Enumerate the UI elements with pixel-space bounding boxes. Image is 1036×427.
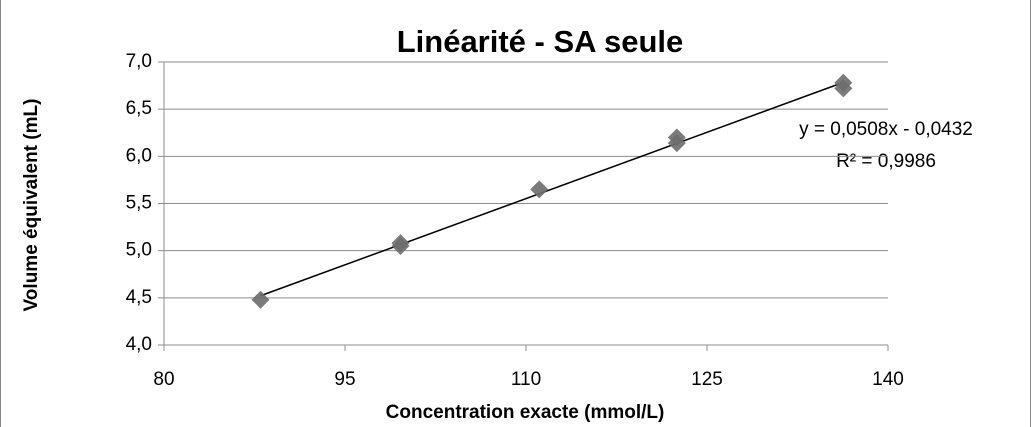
- point: [251, 290, 270, 309]
- x-tick-label: 95: [334, 369, 355, 390]
- chart-title: Linéarité - SA seule: [397, 24, 684, 59]
- x-tick-label: 110: [511, 369, 541, 390]
- point: [391, 234, 410, 253]
- y-tick-label: 5,5: [126, 193, 152, 214]
- x-tick-label: 125: [691, 369, 723, 390]
- point: [530, 180, 549, 199]
- trendline-r2: R² = 0,9986: [836, 151, 936, 172]
- y-tick-label: 6,0: [126, 145, 152, 166]
- y-tick-label: 6,5: [126, 98, 152, 119]
- y-tick-label: 4,5: [126, 287, 152, 308]
- x-axis-label: Concentration exacte (mmol/L): [386, 402, 665, 423]
- y-axis-label: Volume équivalent (mL): [21, 99, 42, 312]
- y-tick-label: 7,0: [126, 51, 152, 72]
- y-tick-label: 5,0: [126, 240, 152, 261]
- x-tick-label: 140: [872, 369, 904, 390]
- x-tick-label: 80: [153, 369, 174, 390]
- point: [667, 134, 686, 153]
- point: [834, 79, 853, 98]
- trendline-equation: y = 0,0508x - 0,0432: [799, 119, 973, 140]
- trendline: [260, 81, 844, 297]
- y-tick-label: 4,0: [126, 334, 152, 355]
